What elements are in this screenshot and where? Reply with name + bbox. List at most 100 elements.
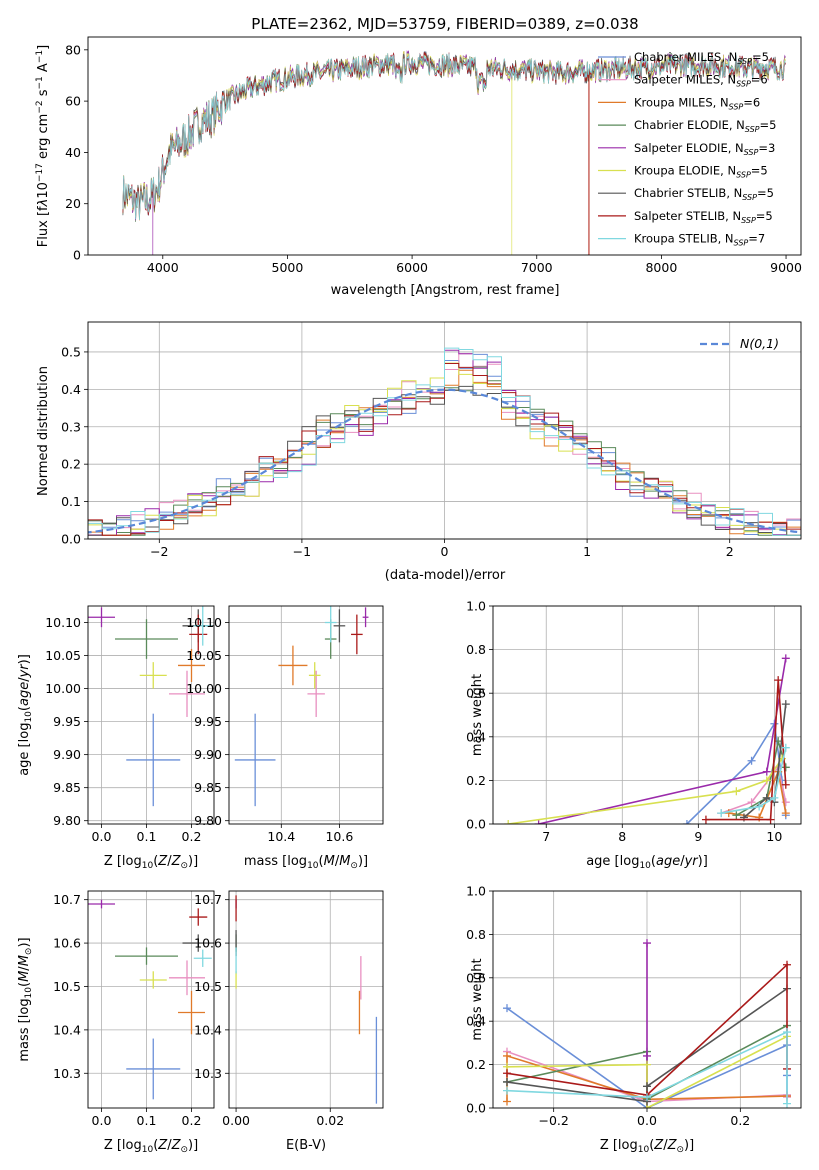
x-tick-label: 5000 bbox=[272, 260, 304, 275]
x-tick-label: 10 bbox=[766, 829, 782, 844]
legend-entry: Chabrier MILES, NSSP=5 bbox=[634, 50, 769, 66]
weight-marker bbox=[781, 763, 790, 772]
weight-marker bbox=[747, 798, 756, 807]
y-tick-label: 1.0 bbox=[466, 599, 486, 614]
x-tick-label: 6000 bbox=[396, 260, 428, 275]
weight-marker bbox=[732, 811, 741, 820]
weight-marker bbox=[534, 820, 543, 824]
errorbars bbox=[234, 606, 369, 807]
y-tick-label: 40 bbox=[65, 145, 81, 160]
y-tick-label: 0.8 bbox=[466, 927, 486, 942]
legend-entry: Kroupa STELIB, NSSP=7 bbox=[634, 232, 765, 248]
axes-frame bbox=[87, 36, 802, 256]
legend-entry: Salpeter STELIB, NSSP=5 bbox=[634, 209, 773, 225]
weight-marker bbox=[717, 809, 726, 818]
y-tick-label: 10.3 bbox=[53, 1066, 81, 1081]
y-tick-label: 9.90 bbox=[53, 747, 81, 762]
y-tick-label: 0.4 bbox=[466, 729, 486, 744]
weight-series bbox=[720, 747, 787, 814]
y-tick-label: 10.4 bbox=[194, 1022, 222, 1037]
spectrum-legend: Chabrier MILES, NSSP=5 Salpeter MILES, NS… bbox=[598, 50, 776, 248]
weight-marker bbox=[682, 820, 691, 824]
weight-lines bbox=[503, 939, 791, 1108]
weight-marker bbox=[503, 1086, 511, 1095]
weight-marker bbox=[503, 1004, 511, 1013]
x-tick-label: −1 bbox=[293, 544, 311, 559]
x-tick-label: 7 bbox=[542, 829, 550, 844]
weight-series bbox=[508, 758, 783, 824]
y-tick-label: 80 bbox=[65, 42, 81, 57]
plot-layer: 4000 5000 6000 7000 8000 9000020406080wavelen… bbox=[17, 36, 802, 1155]
y-tick-label: 1.0 bbox=[466, 884, 486, 899]
x-tick-label: 7000 bbox=[521, 260, 553, 275]
x-axis-label: E(B-V) bbox=[286, 1138, 326, 1153]
y-tick-label: 9.95 bbox=[194, 714, 222, 729]
x-axis-label: Z [log10(Z/Z⊙)] bbox=[104, 1138, 198, 1155]
x-tick-label: 0.0 bbox=[637, 1113, 657, 1128]
y-tick-label: 60 bbox=[65, 94, 81, 109]
y-tick-label: 0.4 bbox=[466, 1014, 486, 1029]
axes-frame bbox=[87, 605, 215, 825]
weight-marker bbox=[643, 1093, 651, 1102]
y-tick-label: 9.95 bbox=[53, 714, 81, 729]
weight-series bbox=[506, 1030, 788, 1104]
axes-frame bbox=[492, 605, 802, 825]
y-tick-label: 0.0 bbox=[61, 532, 81, 547]
weight-series bbox=[538, 658, 787, 824]
weight-marker bbox=[766, 815, 775, 824]
z_age-axes: 0.0 0.1 0.2 9.80 9.85 9.90 9.95 10.00 10.05 10.10… bbox=[17, 605, 215, 871]
y-tick-label: 10.6 bbox=[53, 936, 81, 951]
spectrum-line bbox=[122, 53, 786, 221]
y-tick-label: 9.85 bbox=[53, 780, 81, 795]
y-tick-label: 0.2 bbox=[466, 1057, 486, 1072]
x-tick-label: 0.0 bbox=[92, 1113, 112, 1128]
spectrum-lines bbox=[122, 50, 786, 255]
y-tick-label: 9.90 bbox=[194, 747, 222, 762]
weight-marker bbox=[643, 1051, 651, 1060]
axes-frame bbox=[228, 890, 384, 1109]
errorbars bbox=[88, 606, 214, 807]
weight-marker bbox=[504, 820, 513, 824]
weight-marker bbox=[783, 1099, 791, 1108]
weight-marker bbox=[503, 1077, 511, 1086]
y-axis-label: age [log10(age/yr)] bbox=[17, 654, 34, 776]
x-tick-label: 9000 bbox=[770, 260, 802, 275]
weight-marker bbox=[783, 1028, 791, 1037]
weight-marker bbox=[503, 1051, 511, 1060]
y-tick-label: 0.4 bbox=[61, 382, 81, 397]
y-tick-label: 10.5 bbox=[194, 979, 222, 994]
weight-marker bbox=[747, 756, 756, 765]
axes-frame bbox=[228, 605, 384, 825]
x-tick-label: 0.00 bbox=[222, 1113, 250, 1128]
axes-frame bbox=[492, 890, 802, 1109]
x-tick-label: −2 bbox=[150, 544, 168, 559]
y-axis-label: Normed distribution bbox=[36, 366, 51, 496]
mass_age-axes: 10.4 10.6 9.80 9.85 9.90 9.95 10.00 10.05 10.10 m… bbox=[186, 605, 384, 871]
weight-marker bbox=[643, 1082, 651, 1091]
legend-entry: Salpeter ELODIE, NSSP=3 bbox=[634, 141, 775, 157]
weight-marker bbox=[762, 776, 771, 785]
y-tick-label: 10.4 bbox=[53, 1022, 81, 1037]
normal-curve bbox=[88, 388, 801, 534]
y-tick-label: 10.7 bbox=[194, 892, 222, 907]
weight-marker bbox=[643, 939, 651, 948]
weight-marker bbox=[732, 787, 741, 796]
x-tick-label: 10.4 bbox=[267, 829, 295, 844]
y-tick-label: 0.6 bbox=[466, 686, 486, 701]
weight-marker bbox=[701, 815, 710, 824]
x-axis-label: age [log10(age/yr)] bbox=[586, 854, 708, 871]
figure-title: PLATE=2362, MJD=53759, FIBERID=0389, z=0… bbox=[251, 15, 638, 33]
ebv_mass-axes: 0.00 0.02 10.3 10.4 10.5 10.6 10.7 E(B-V) bbox=[194, 890, 384, 1153]
spectrum-axes: 4000 5000 6000 7000 8000 9000 0 20 40 60 80 wavelen… bbox=[35, 36, 802, 298]
x-axis-label: (data-model)/error bbox=[385, 568, 506, 583]
x-tick-label: 2 bbox=[726, 544, 734, 559]
x-axis-label: mass [log10(M/M⊙)] bbox=[244, 854, 368, 871]
weight-lines bbox=[504, 654, 790, 824]
age_weight-axes: 7 8 9 10 0.0 0.2 0.4 0.6 0.8 1.0 age [log10(age/yr… bbox=[466, 599, 802, 871]
x-tick-label: 0.2 bbox=[730, 1113, 750, 1128]
y-tick-label: 10.3 bbox=[194, 1066, 222, 1081]
weight-marker bbox=[643, 1060, 651, 1069]
y-tick-label: 10.5 bbox=[53, 979, 81, 994]
y-tick-label: 0.5 bbox=[61, 344, 81, 359]
